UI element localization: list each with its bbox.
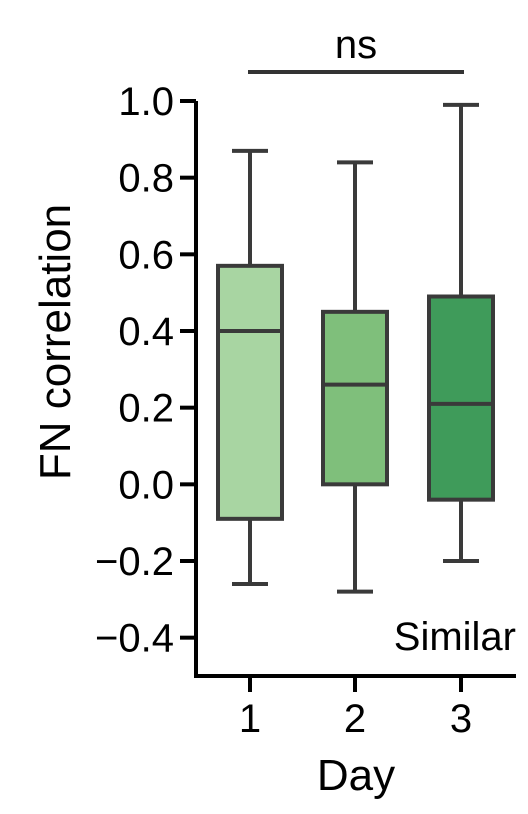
boxes <box>216 102 495 594</box>
y-tick-label: 0.8 <box>118 157 174 201</box>
y-tick-label: 1.0 <box>118 80 174 124</box>
box-day-1 <box>216 148 284 586</box>
x-tick-label: 2 <box>344 697 366 741</box>
group-annotation: Similar <box>394 615 516 659</box>
box-day-2 <box>321 160 389 594</box>
y-tick-label: 0.6 <box>118 233 174 277</box>
y-tick-label: −0.2 <box>95 540 174 584</box>
x-tick-label: 3 <box>450 697 472 741</box>
significance-label: ns <box>335 23 377 67</box>
box-day-3 <box>427 102 495 563</box>
y-axis-label: FN correlation <box>31 204 80 480</box>
iqr-box <box>216 263 284 521</box>
y-tick-label: 0.2 <box>118 387 174 431</box>
y-tick-label: −0.4 <box>95 617 174 661</box>
x-ticks: 1 2 3 <box>239 676 472 741</box>
x-tick-label: 1 <box>239 697 261 741</box>
iqr-box <box>321 309 389 487</box>
iqr-box <box>427 294 495 502</box>
x-axis-label: Day <box>317 751 395 800</box>
y-ticks: 1.0 0.8 0.6 0.4 0.2 0.0 −0.2 −0.4 <box>95 80 196 661</box>
y-tick-label: 0.4 <box>118 310 174 354</box>
significance-group: ns <box>248 23 464 74</box>
y-tick-label: 0.0 <box>118 463 174 507</box>
